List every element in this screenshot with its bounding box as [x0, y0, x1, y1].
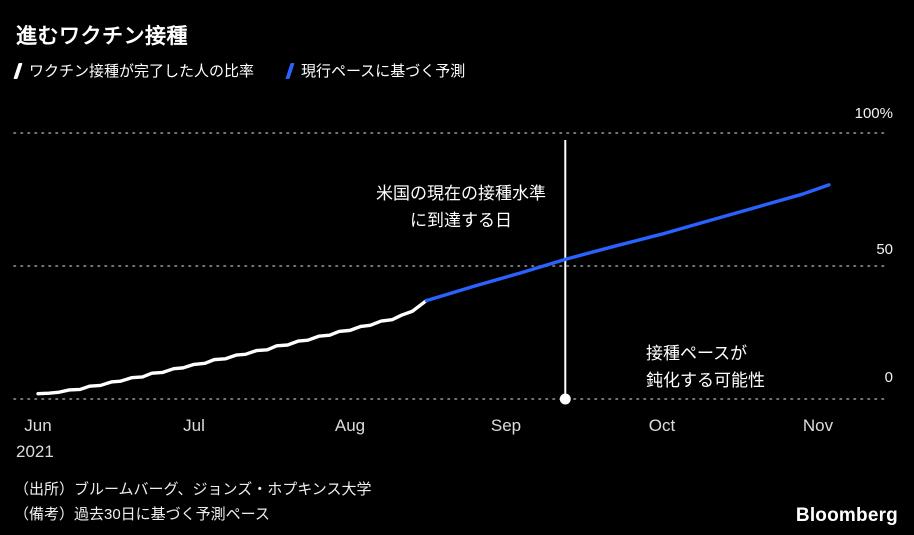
x-tick-oct: Oct [648, 416, 676, 435]
legend-forecast-label: 現行ペースに基づく予測 [301, 63, 466, 80]
x-tick-jul: Jul [183, 416, 205, 435]
annotation-slowdown: 接種ペースが 鈍化する可能性 [646, 340, 765, 394]
annotation-reach-line1: 米国の現在の接種水準 [376, 184, 546, 203]
legend-item-forecast: 現行ペースに基づく予測 [285, 60, 466, 81]
chart-legend: ワクチン接種が完了した人の比率 現行ペースに基づく予測 [13, 60, 499, 81]
page-title: 進むワクチン接種 [16, 25, 188, 48]
y-tick-100: 100% [854, 105, 893, 122]
annotation-slow-line1: 接種ペースが [646, 344, 748, 363]
legend-item-actual: ワクチン接種が完了した人の比率 [13, 60, 255, 81]
y-tick-0: 0 [884, 369, 893, 386]
annotation-reach-date: 米国の現在の接種水準 に到達する日 [376, 180, 546, 234]
x-axis-year: 2021 [16, 442, 54, 461]
x-tick-jun: Jun [24, 416, 52, 435]
y-tick-50: 50 [876, 241, 893, 258]
methodology-note: （備考）過去30日に基づく予測ペース [14, 506, 270, 523]
annotation-reach-line2: に到達する日 [410, 211, 512, 231]
source-note: （出所）ブルームバーグ、ジョンズ・ホプキンス大学 [14, 481, 372, 498]
x-tick-sep: Sep [490, 416, 522, 435]
blue-slash-icon [285, 62, 295, 79]
bloomberg-logo: Bloomberg [795, 505, 898, 526]
annotation-slow-line2: 鈍化する可能性 [646, 371, 765, 391]
legend-actual-label: ワクチン接種が完了した人の比率 [29, 63, 255, 80]
x-tick-nov: Nov [802, 416, 834, 435]
x-tick-aug: Aug [334, 416, 366, 435]
